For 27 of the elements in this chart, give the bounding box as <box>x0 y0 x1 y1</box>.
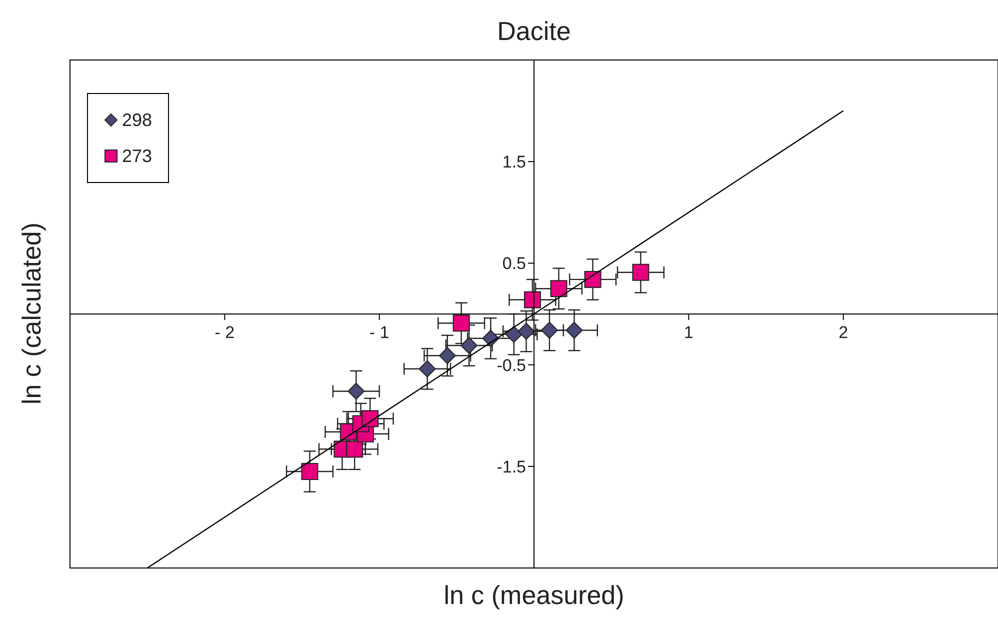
y-tick-label: 0.5 <box>502 254 526 274</box>
point <box>346 440 364 458</box>
point <box>438 347 456 364</box>
point <box>460 336 478 354</box>
point <box>452 314 470 332</box>
legend-label: 298 <box>122 110 152 130</box>
point <box>566 322 583 339</box>
x-tick-label: - 1 <box>369 323 390 342</box>
legend-label: 273 <box>122 146 152 166</box>
point <box>301 462 318 480</box>
point <box>540 322 558 339</box>
point <box>362 410 379 428</box>
y-tick-label: -1.5 <box>496 457 526 476</box>
point <box>348 382 365 400</box>
chart-title: Dacite <box>496 16 572 47</box>
y-axis-title: ln c (calculated) <box>16 221 48 407</box>
x-tick-label: 2 <box>838 323 848 342</box>
point <box>418 360 436 378</box>
point <box>584 270 602 288</box>
y-tick-label: 1.5 <box>502 152 526 172</box>
x-tick-label: 1 <box>684 323 694 342</box>
point <box>524 291 541 308</box>
point <box>632 264 650 281</box>
x-axis-title: ln c (measured) <box>442 580 626 611</box>
y-tick-label: -0.5 <box>496 356 526 375</box>
x-tick-label: - 2 <box>214 323 235 342</box>
point <box>550 280 568 298</box>
